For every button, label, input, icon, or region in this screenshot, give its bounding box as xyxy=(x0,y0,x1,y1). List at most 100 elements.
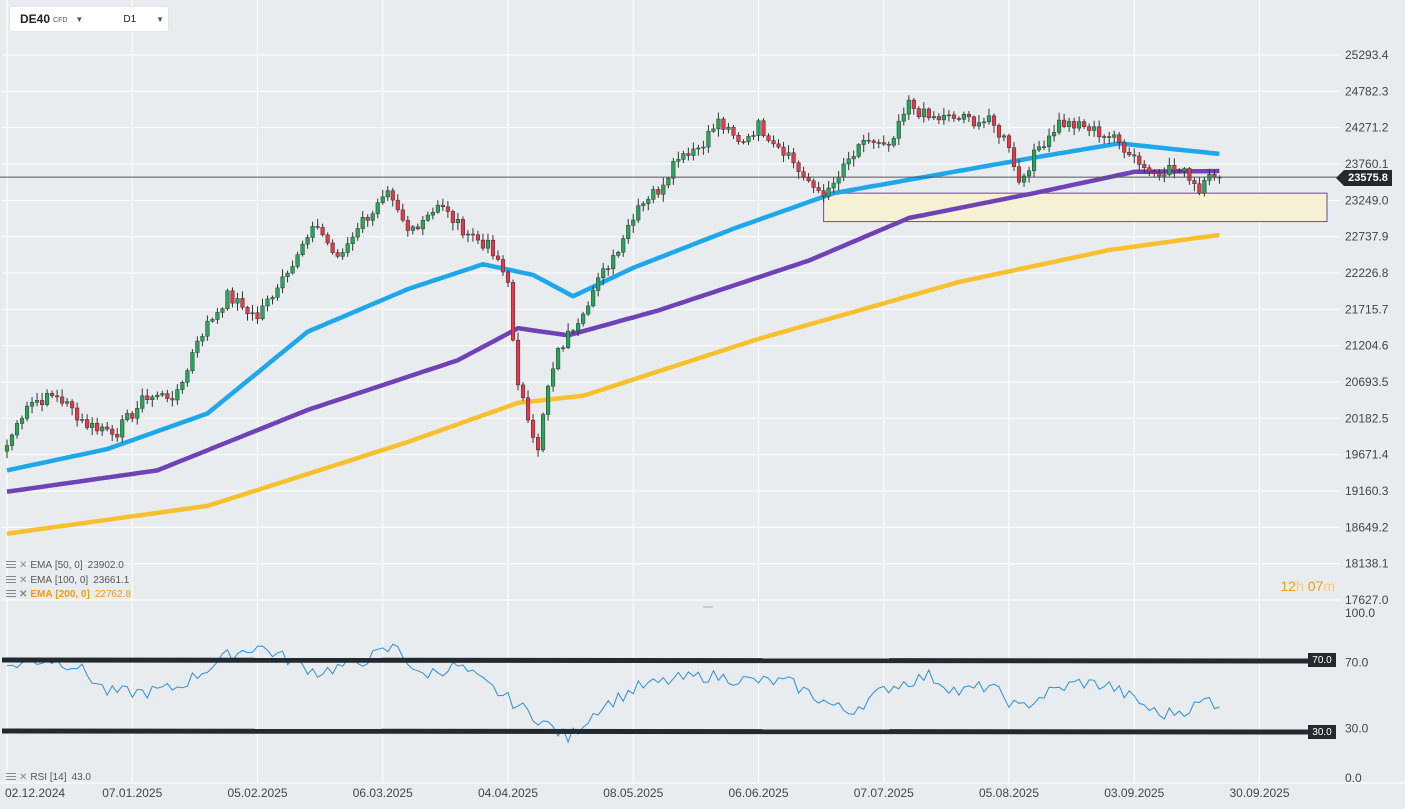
candle-body[interactable] xyxy=(671,161,676,179)
candle-body[interactable] xyxy=(340,252,345,257)
candle-body[interactable] xyxy=(966,113,971,118)
candle-body[interactable] xyxy=(1147,167,1152,172)
candle-body[interactable] xyxy=(325,234,330,244)
candle-body[interactable] xyxy=(1202,180,1207,194)
candle-body[interactable] xyxy=(110,428,115,435)
candle-body[interactable] xyxy=(651,189,656,200)
candle-body[interactable] xyxy=(636,205,641,221)
candle-body[interactable] xyxy=(761,120,766,136)
candle-body[interactable] xyxy=(430,211,435,216)
candle-body[interactable] xyxy=(886,143,891,146)
candle-body[interactable] xyxy=(1042,146,1047,148)
candle-body[interactable] xyxy=(290,266,295,274)
candle-body[interactable] xyxy=(646,199,651,204)
candle-body[interactable] xyxy=(245,307,250,315)
candle-body[interactable] xyxy=(405,219,410,231)
menu-icon[interactable] xyxy=(6,561,16,569)
candle-body[interactable] xyxy=(1011,147,1017,168)
candle-body[interactable] xyxy=(365,217,370,221)
menu-icon[interactable] xyxy=(6,773,16,781)
candle-body[interactable] xyxy=(771,140,776,145)
close-icon[interactable]: ✕ xyxy=(19,574,28,586)
candle-body[interactable] xyxy=(726,126,731,130)
candle-body[interactable] xyxy=(435,204,440,213)
menu-icon[interactable] xyxy=(6,590,16,598)
candle-body[interactable] xyxy=(410,226,415,231)
candle-body[interactable] xyxy=(440,204,445,208)
candle-body[interactable] xyxy=(425,214,430,221)
candle-body[interactable] xyxy=(1127,152,1132,156)
candle-body[interactable] xyxy=(896,120,901,139)
candle-body[interactable] xyxy=(611,255,616,270)
candle-body[interactable] xyxy=(1112,134,1117,138)
candle-body[interactable] xyxy=(616,251,621,256)
candle-body[interactable] xyxy=(140,395,145,409)
candle-body[interactable] xyxy=(541,414,546,451)
candle-body[interactable] xyxy=(641,203,646,206)
candle-body[interactable] xyxy=(706,130,711,148)
rsi-upper-level-line[interactable] xyxy=(1,657,1309,664)
candle-body[interactable] xyxy=(525,397,531,421)
candle-body[interactable] xyxy=(520,384,526,399)
candle-body[interactable] xyxy=(736,135,741,142)
candle-body[interactable] xyxy=(576,323,581,331)
candle-body[interactable] xyxy=(215,312,220,320)
candle-body[interactable] xyxy=(80,419,85,421)
candle-body[interactable] xyxy=(390,190,395,201)
candle-body[interactable] xyxy=(556,348,561,370)
candle-body[interactable] xyxy=(926,108,931,119)
candle-body[interactable] xyxy=(971,116,976,127)
candle-body[interactable] xyxy=(936,116,941,121)
candle-body[interactable] xyxy=(981,121,987,124)
ema100-line[interactable] xyxy=(6,168,1220,494)
support-zone-rectangle[interactable] xyxy=(823,192,1328,223)
candle-body[interactable] xyxy=(1177,170,1182,172)
candle-body[interactable] xyxy=(135,408,140,419)
candle-body[interactable] xyxy=(851,156,856,160)
candle-body[interactable] xyxy=(751,135,756,137)
candle-body[interactable] xyxy=(90,422,95,428)
candle-body[interactable] xyxy=(235,298,240,304)
candle-body[interactable] xyxy=(145,395,150,400)
candle-body[interactable] xyxy=(285,272,290,277)
candle-body[interactable] xyxy=(180,381,185,390)
candle-body[interactable] xyxy=(1072,121,1077,129)
ema100-legend[interactable]: ✕ EMA [100, 0] 23661.1 xyxy=(6,574,129,586)
candle-body[interactable] xyxy=(420,220,425,230)
candle-body[interactable] xyxy=(846,158,851,165)
candle-body[interactable] xyxy=(465,233,470,236)
candle-body[interactable] xyxy=(586,305,591,315)
close-icon[interactable]: ✕ xyxy=(19,771,28,783)
candle-body[interactable] xyxy=(35,400,40,403)
candle-body[interactable] xyxy=(1117,134,1122,143)
candle-body[interactable] xyxy=(155,394,160,398)
candle-body[interactable] xyxy=(305,237,310,245)
candle-body[interactable] xyxy=(831,182,836,189)
candle-body[interactable] xyxy=(686,153,691,156)
candle-body[interactable] xyxy=(240,298,245,308)
candle-body[interactable] xyxy=(596,277,601,291)
candle-body[interactable] xyxy=(766,135,771,141)
candle-body[interactable] xyxy=(876,142,881,144)
candle-body[interactable] xyxy=(395,199,400,211)
candle-body[interactable] xyxy=(315,226,320,228)
candle-body[interactable] xyxy=(300,243,305,255)
candle-body[interactable] xyxy=(866,139,871,142)
candle-body[interactable] xyxy=(470,233,475,236)
ema200-legend[interactable]: ✕ EMA [200, 0] 22762.8 xyxy=(6,588,131,600)
candle-body[interactable] xyxy=(345,243,350,253)
candle-body[interactable] xyxy=(931,116,936,119)
candle-body[interactable] xyxy=(125,413,130,421)
candle-body[interactable] xyxy=(1082,121,1087,127)
candle-body[interactable] xyxy=(776,143,781,148)
candle-body[interactable] xyxy=(996,125,1002,138)
candle-body[interactable] xyxy=(375,202,380,215)
candle-body[interactable] xyxy=(676,159,681,162)
candle-body[interactable] xyxy=(45,393,50,405)
candle-body[interactable] xyxy=(601,268,606,279)
candle-body[interactable] xyxy=(571,330,576,332)
candle-body[interactable] xyxy=(515,339,521,386)
candle-body[interactable] xyxy=(1197,183,1202,194)
candle-body[interactable] xyxy=(1037,146,1042,151)
candle-body[interactable] xyxy=(991,115,997,126)
